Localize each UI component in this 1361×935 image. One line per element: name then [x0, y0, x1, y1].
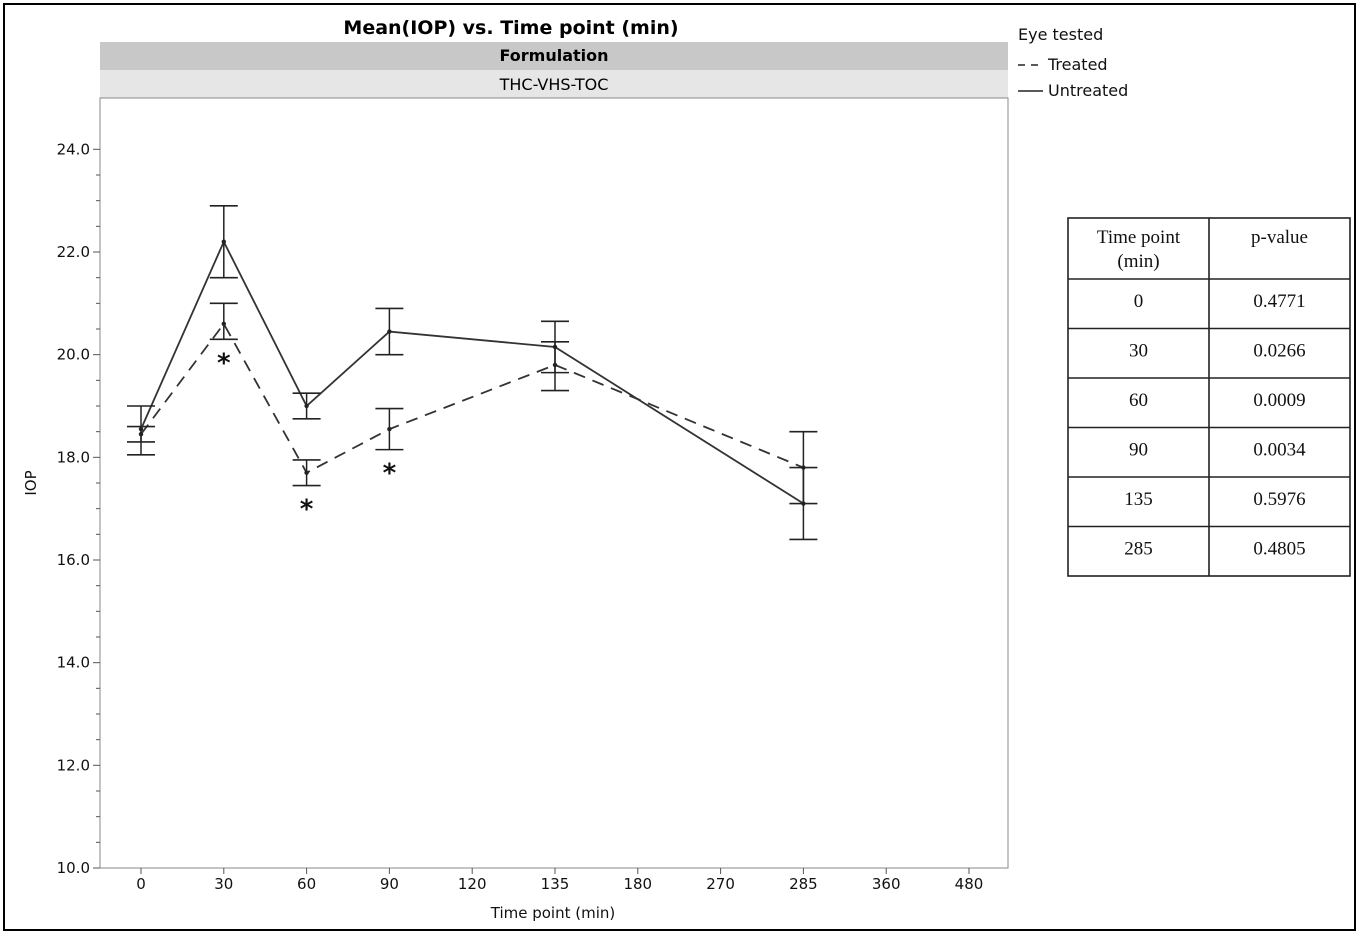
chart-title: Mean(IOP) vs. Time point (min): [343, 17, 678, 39]
table-cell-pvalue: 0.5976: [1253, 489, 1305, 510]
x-axis-label: Time point (min): [490, 904, 616, 922]
series-treated: [127, 302, 818, 505]
significance-marker: *: [217, 348, 231, 378]
table-header-pvalue: p-value: [1251, 227, 1308, 248]
y-axis-label: IOP: [22, 470, 40, 495]
x-tick-label: 0: [136, 875, 146, 893]
x-tick-label: 90: [380, 875, 399, 893]
series-line-treated: [140, 322, 804, 474]
table-cell-time: 30: [1129, 341, 1148, 362]
y-tick-label: 12.0: [57, 756, 90, 774]
legend-title: Eye tested: [1018, 25, 1103, 44]
y-tick-label: 24.0: [57, 140, 90, 158]
p-value-table: Time point (min) p-value 0 0.4771 30 0.0266 60 0…: [1067, 217, 1351, 577]
significance-marker: *: [300, 495, 314, 525]
table-cell-time: 285: [1124, 539, 1153, 560]
legend: Eye tested Treated Untreated: [1018, 25, 1128, 100]
data-point: [221, 239, 226, 244]
table-cell-time: 60: [1129, 390, 1148, 411]
x-tick-label: 120: [458, 875, 487, 893]
table-cell-time: 90: [1129, 440, 1148, 461]
y-tick-label: 10.0: [57, 859, 90, 877]
facet-header-strip: [100, 42, 1008, 70]
data-point: [801, 501, 806, 506]
data-point: [221, 321, 226, 327]
table-header-time: (min): [1117, 251, 1159, 272]
y-axis: 10.0 12.0 14.0 16.0 18.0 20.0 22.0 24.0: [57, 140, 100, 877]
plot-area: [99, 97, 1009, 869]
legend-label-untreated: Untreated: [1048, 81, 1128, 100]
table-cell-pvalue: 0.0034: [1253, 440, 1306, 461]
x-tick-label: 135: [541, 875, 570, 893]
facet-header: Formulation: [499, 46, 608, 65]
figure-frame: [3, 3, 1356, 931]
legend-label-treated: Treated: [1047, 55, 1108, 74]
x-tick-label: 360: [872, 875, 901, 893]
data-point: [304, 403, 309, 409]
x-tick-label: 285: [789, 875, 818, 893]
y-tick-label: 14.0: [57, 654, 90, 672]
y-tick-label: 22.0: [57, 243, 90, 261]
data-point: [138, 426, 144, 432]
data-point: [552, 344, 558, 350]
x-tick-label: 30: [214, 875, 233, 893]
table-cell-time: 0: [1134, 291, 1144, 312]
x-axis: 0 30 60 90 120 135 180 270 285 360 480: [136, 868, 983, 893]
table-cell-pvalue: 0.4771: [1253, 291, 1305, 312]
table-header-time: Time point: [1097, 227, 1181, 248]
data-point: [387, 426, 392, 432]
significance-markers: * * *: [217, 348, 397, 524]
x-tick-label: 180: [623, 875, 652, 893]
x-tick-label: 480: [955, 875, 984, 893]
facet-label-strip: [100, 70, 1008, 98]
x-tick-label: 270: [706, 875, 735, 893]
series-untreated: [127, 205, 818, 541]
table-cell-pvalue: 0.4805: [1253, 539, 1305, 560]
series-line-untreated: [140, 239, 804, 505]
table-cell-time: 135: [1124, 489, 1153, 510]
table-cell-pvalue: 0.0266: [1253, 341, 1305, 362]
data-point: [304, 470, 309, 475]
x-tick-label: 60: [297, 875, 316, 893]
facet-label: THC-VHS-TOC: [499, 75, 609, 94]
y-tick-label: 18.0: [57, 448, 90, 466]
y-tick-label: 16.0: [57, 551, 90, 569]
significance-marker: *: [383, 459, 397, 489]
y-tick-label: 20.0: [57, 346, 90, 364]
data-point: [387, 329, 392, 334]
series-layer: [127, 205, 818, 541]
table-cell-pvalue: 0.0009: [1253, 390, 1305, 411]
